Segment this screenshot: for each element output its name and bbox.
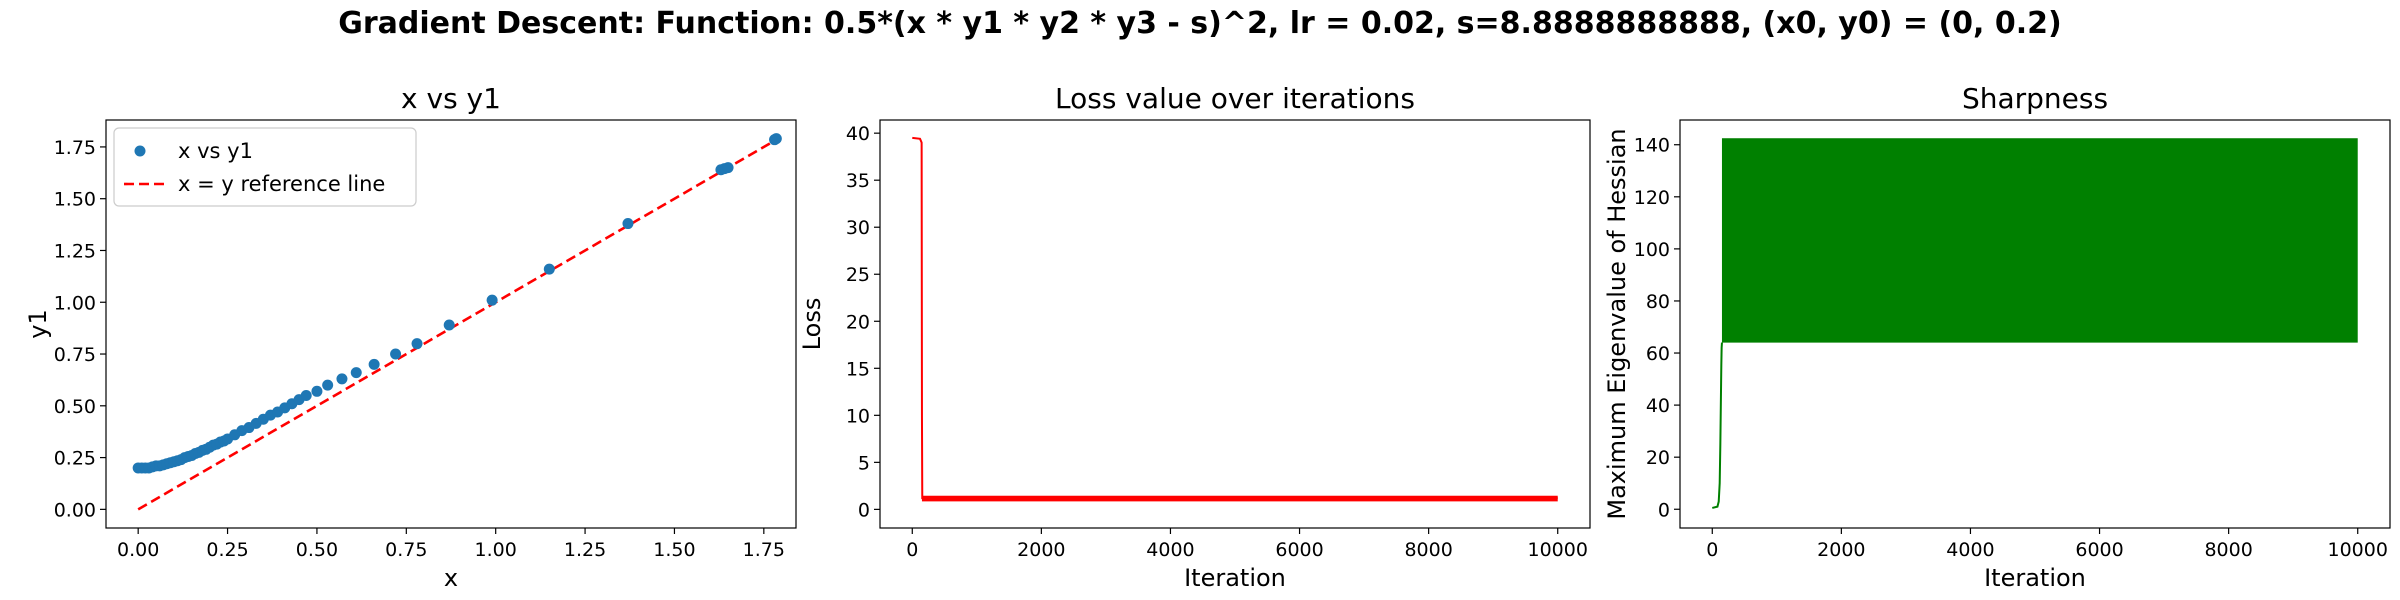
x-tick-label: 0: [1706, 539, 1718, 561]
legend-label: x vs y1: [178, 139, 253, 163]
plot-frame: [1679, 119, 2391, 529]
x-tick-label: 8000: [1404, 539, 1452, 561]
scatter-point: [336, 373, 348, 385]
x-axis-label: Iteration: [1984, 564, 2086, 592]
x-tick-label: 10000: [1528, 539, 1588, 561]
x-tick-label: 6000: [1275, 539, 1323, 561]
y-tick-label: 0.50: [54, 396, 96, 418]
scatter-point: [722, 162, 734, 174]
chart-title: Sharpness: [1962, 82, 2108, 115]
y-tick-label: 140: [1634, 135, 1670, 157]
x-tick-label: 0.75: [385, 539, 427, 561]
y-tick-label: 1.75: [54, 137, 96, 159]
legend: x vs y1 x = y reference line: [113, 127, 417, 207]
y-tick-label: 60: [1646, 343, 1670, 365]
scatter-point: [486, 294, 498, 306]
scatter-point: [443, 319, 455, 331]
y-tick-label: 10: [846, 405, 870, 427]
chart-3: Sharpness Iteration Maximum Eigenvalue of …: [1603, 82, 2391, 592]
y-tick-label: 1.50: [54, 189, 96, 211]
y-axis-label: y1: [24, 309, 52, 338]
figure-title: Gradient Descent: Function: 0.5*(x * y1 …: [338, 6, 2062, 41]
y-tick-label: 0: [1658, 499, 1670, 521]
y-tick-label: 40: [1646, 395, 1670, 417]
y-tick-label: 100: [1634, 239, 1670, 261]
y-tick-label: 5: [858, 452, 870, 474]
y-tick-label: 0.00: [54, 499, 96, 521]
x-tick-label: 4000: [1946, 539, 1994, 561]
y-tick-label: 1.00: [54, 292, 96, 314]
chart-2: Loss value over iterations Iteration Loss 0…: [798, 82, 1591, 592]
y-tick-label: 25: [846, 264, 870, 286]
legend-box: [113, 127, 417, 207]
plot-frame: [105, 119, 797, 529]
loss-line: [912, 136, 1558, 500]
scatter-point: [390, 348, 402, 360]
x-axis-label: Iteration: [1184, 564, 1286, 592]
x-tick-label: 0.50: [296, 539, 338, 561]
x-axis-label: x: [444, 564, 458, 592]
scatter-point: [543, 263, 555, 275]
legend-label: x = y reference line: [178, 172, 385, 196]
scatter-point: [322, 379, 334, 391]
sharpness-line: [1712, 342, 1723, 509]
y-tick-label: 15: [846, 358, 870, 380]
y-tick-label: 0: [858, 499, 870, 521]
y-tick-label: 0.75: [54, 344, 96, 366]
scatter-point: [368, 358, 380, 370]
plot-frame: [879, 119, 1591, 529]
y-tick-label: 40: [846, 123, 870, 145]
scatter-point: [300, 389, 312, 401]
y-axis-label: Maximum Eigenvalue of Hessian: [1603, 128, 1631, 519]
chart-1: x vs y1 x y1 0.00 0.25 0.50 0.75 1.00 1.25 1.50 1.…: [24, 82, 797, 592]
x-tick-label: 2000: [1017, 539, 1065, 561]
y-tick-label: 20: [1646, 447, 1670, 469]
reference-line: [137, 137, 779, 511]
y-tick-label: 1.25: [54, 240, 96, 262]
scatter-point: [311, 385, 323, 397]
x-tick-label: 1.50: [653, 539, 695, 561]
y-axis-label: Loss: [798, 298, 826, 351]
chart-title: Loss value over iterations: [1055, 82, 1415, 115]
x-tick-label: 0: [906, 539, 918, 561]
scatter-point: [350, 367, 362, 379]
legend-marker-scatter: [134, 145, 146, 157]
scatter-point: [770, 133, 782, 145]
x-tick-label: 1.25: [564, 539, 606, 561]
x-tick-label: 2000: [1817, 539, 1865, 561]
x-tick-label: 6000: [2075, 539, 2123, 561]
y-tick-label: 0.25: [54, 448, 96, 470]
x-tick-label: 4000: [1146, 539, 1194, 561]
y-tick-label: 80: [1646, 291, 1670, 313]
y-tick-label: 35: [846, 170, 870, 192]
x-tick-label: 0.00: [117, 539, 159, 561]
x-tick-label: 10000: [2328, 539, 2388, 561]
x-tick-label: 1.00: [475, 539, 517, 561]
x-tick-label: 0.25: [206, 539, 248, 561]
x-tick-label: 1.75: [743, 539, 785, 561]
sharpness-oscillation-band: [1721, 138, 2358, 343]
chart-title: x vs y1: [401, 82, 501, 115]
scatter-point: [622, 218, 634, 230]
y-tick-label: 120: [1634, 187, 1670, 209]
scatter-point: [411, 338, 423, 350]
x-tick-label: 8000: [2204, 539, 2252, 561]
y-tick-label: 30: [846, 217, 870, 239]
y-tick-label: 20: [846, 311, 870, 333]
